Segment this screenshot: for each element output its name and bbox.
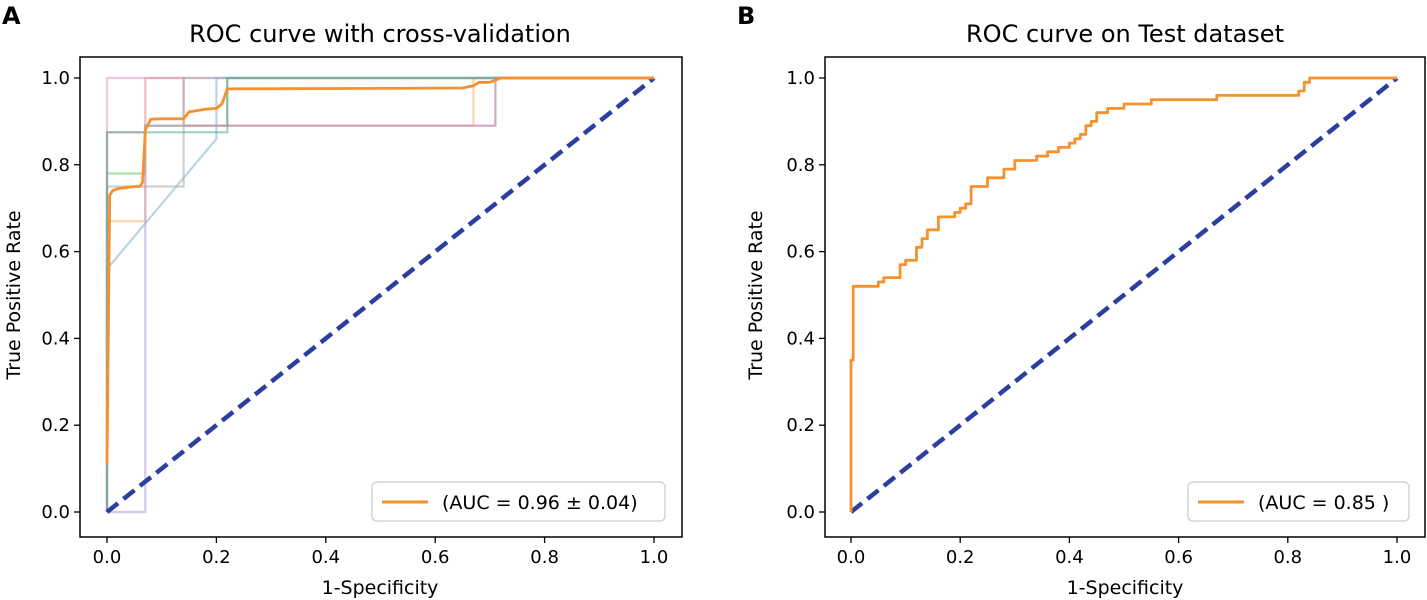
panel-b-plot-area — [824, 56, 1426, 538]
panel-a-y-tick-label: 0.2 — [41, 415, 70, 436]
panel-a-y-axis-label: True Positive Rate — [3, 210, 25, 380]
panel-a-y-tick-label: 0.8 — [41, 155, 70, 176]
panel-a: A ROC curve with cross-validation 1-Spec… — [2, 2, 683, 599]
panel-b-x-tick-label: 0.4 — [1055, 547, 1084, 568]
panel-b: B ROC curve on Test dataset 1-Specificit… — [737, 2, 1426, 599]
panel-a-legend-box — [371, 481, 666, 522]
panel-b-legend-label: (AUC = 0.85 ) — [1258, 492, 1389, 514]
panel-a-y-tick-label: 0.6 — [41, 242, 70, 263]
panel-a-x-tick-label: 0.8 — [530, 547, 559, 568]
panel-b-x-tick-label: 0.0 — [837, 547, 866, 568]
panel-a-chance-line — [105, 76, 656, 514]
panel-a-legend: (AUC = 0.96 ± 0.04) — [371, 481, 666, 522]
panel-b-ticks: 0.0 0.2 0.4 0.6 0.8 1.0 0.0 0.2 0.4 0.6 0.8 1.0 — [786, 68, 1411, 568]
panel-b-y-tick-label: 0.4 — [786, 328, 815, 349]
panel-b-y-tick-label: 0.8 — [786, 155, 815, 176]
panel-b-series — [849, 76, 1399, 514]
panel-b-x-axis-label: 1-Specificity — [1067, 577, 1184, 599]
panel-a-title: ROC curve with cross-validation — [189, 20, 571, 48]
panel-a-label: A — [2, 2, 21, 30]
panel-b-label: B — [737, 2, 755, 30]
panel-b-x-tick-label: 0.8 — [1273, 547, 1302, 568]
panel-a-fold-8-line — [105, 76, 654, 512]
panel-a-x-tick-label: 0.2 — [202, 547, 231, 568]
panel-a-x-tick-label: 1.0 — [640, 547, 669, 568]
panel-b-legend-box — [1187, 481, 1410, 522]
panel-b-y-tick-label: 1.0 — [786, 68, 815, 89]
panel-b-chance-line — [849, 76, 1399, 514]
panel-a-x-axis-label: 1-Specificity — [322, 577, 439, 599]
panel-b-y-tick-label: 0.6 — [786, 242, 815, 263]
panel-b-y-tick-label: 0.2 — [786, 415, 815, 436]
panel-a-y-tick-label: 0.0 — [41, 502, 70, 523]
panel-a-x-tick-label: 0.6 — [421, 547, 450, 568]
panel-a-x-tick-label: 0.0 — [93, 547, 122, 568]
panel-a-axes-frame — [79, 56, 683, 538]
panel-b-y-tick-label: 0.0 — [786, 502, 815, 523]
panel-a-ticks: 0.0 0.2 0.4 0.6 0.8 1.0 0.0 0.2 0.4 0.6 0.8 1.0 — [41, 68, 668, 568]
panel-b-axes-frame — [824, 56, 1426, 538]
panel-b-x-tick-label: 0.2 — [946, 547, 975, 568]
panel-b-test-roc-line — [849, 76, 1397, 512]
panel-b-title: ROC curve on Test dataset — [966, 20, 1284, 48]
panel-a-series — [105, 76, 656, 514]
panel-a-legend-label: (AUC = 0.96 ± 0.04) — [442, 492, 638, 514]
panel-b-x-tick-label: 1.0 — [1383, 547, 1412, 568]
panel-a-mean-roc-line — [105, 76, 654, 465]
panel-b-legend: (AUC = 0.85 ) — [1187, 481, 1410, 522]
panel-b-y-axis-label: True Positive Rate — [745, 210, 767, 380]
panel-b-x-tick-label: 0.6 — [1164, 547, 1193, 568]
panel-a-plot-area — [79, 56, 683, 538]
panel-a-x-tick-label: 0.4 — [311, 547, 340, 568]
panel-a-y-tick-label: 0.4 — [41, 328, 70, 349]
panel-a-y-tick-label: 1.0 — [41, 68, 70, 89]
